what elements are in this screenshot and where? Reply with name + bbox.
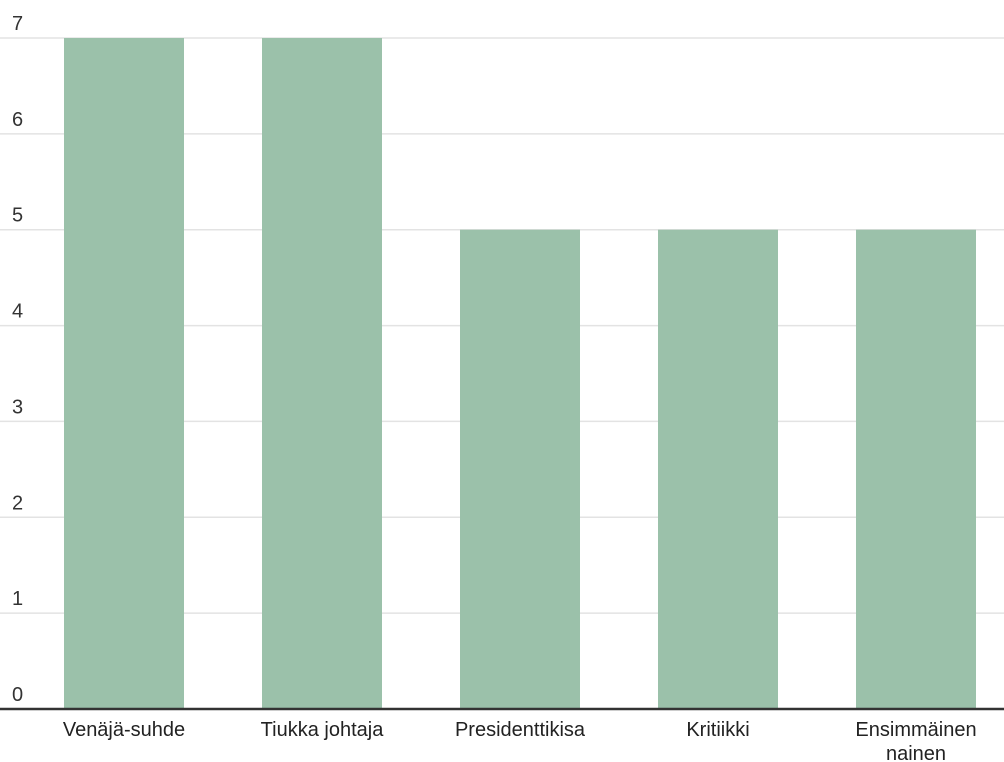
x-tick-label: Ensimmäinen nainen — [855, 719, 976, 762]
y-tick-label: 7 — [12, 13, 23, 35]
x-tick-label: Kritiikki — [686, 719, 749, 741]
y-tick-label: 5 — [12, 205, 23, 227]
bar — [64, 38, 184, 709]
bar — [856, 229, 976, 709]
y-tick-label: 3 — [12, 396, 23, 418]
bar — [262, 38, 382, 709]
y-tick-label: 6 — [12, 109, 23, 131]
x-tick-label: Tiukka johtaja — [261, 719, 385, 741]
y-axis-ticks: 0 1 2 3 4 5 6 7 — [12, 13, 23, 706]
x-tick-label: Presidenttikisa — [455, 719, 586, 741]
y-tick-label: 4 — [12, 301, 23, 323]
bar — [460, 229, 580, 709]
y-tick-label: 2 — [12, 492, 23, 514]
bar — [658, 229, 778, 709]
x-tick-label: Venäjä-suhde — [63, 719, 185, 741]
y-tick-label: 1 — [12, 588, 23, 610]
bars — [64, 38, 976, 709]
y-tick-label: 0 — [12, 684, 23, 706]
x-axis-labels: Venäjä-suhde Tiukka johtaja Presidenttikis… — [63, 719, 977, 762]
